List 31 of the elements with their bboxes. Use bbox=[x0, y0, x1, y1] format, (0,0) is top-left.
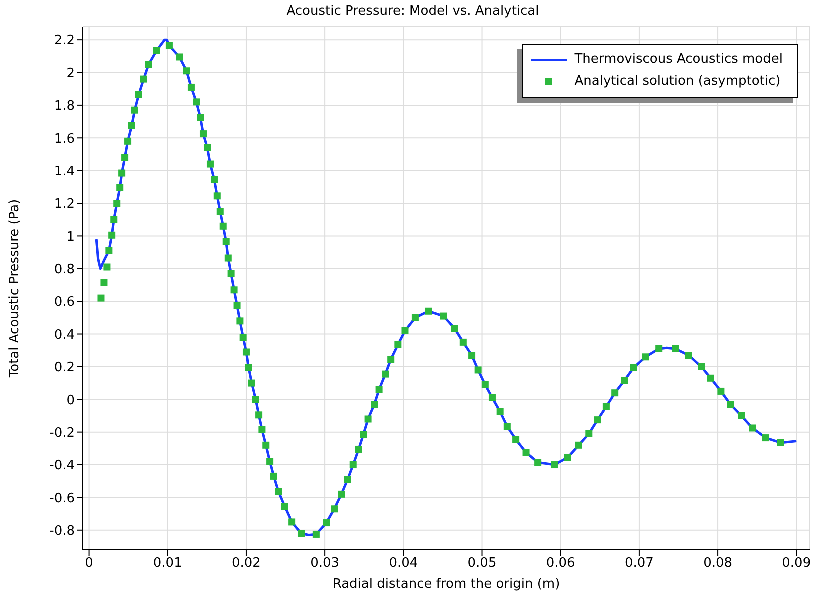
legend-label: Thermoviscous Acoustics model bbox=[574, 51, 783, 69]
x-tick-label: 0.04 bbox=[389, 556, 418, 572]
x-tick-label: 0.06 bbox=[546, 556, 576, 572]
y-tick-label: -0.4 bbox=[50, 458, 75, 474]
x-tick-label: 0.07 bbox=[624, 556, 654, 572]
x-tick-label: 0.08 bbox=[704, 556, 733, 572]
x-tick-label: 0.03 bbox=[310, 556, 340, 572]
y-tick-label: -0.2 bbox=[50, 426, 75, 441]
y-tick-label: 2 bbox=[66, 66, 75, 82]
y-tick-label: 1 bbox=[66, 230, 75, 245]
x-tick-label: 0.02 bbox=[232, 556, 261, 572]
y-tick-label: 0 bbox=[66, 393, 75, 408]
x-tick-label: 0 bbox=[85, 556, 94, 572]
y-tick-label: 0.2 bbox=[54, 360, 75, 376]
legend-label: Analytical solution (asymptotic) bbox=[574, 73, 781, 91]
y-tick-label: 1.6 bbox=[54, 132, 75, 147]
y-tick-label: 1.4 bbox=[54, 164, 75, 180]
x-tick-label: 0.01 bbox=[153, 556, 182, 572]
chart-title: Acoustic Pressure: Model vs. Analytical bbox=[286, 4, 540, 19]
y-tick-label: 0.8 bbox=[54, 262, 75, 278]
y-tick-label: 0.6 bbox=[54, 295, 75, 310]
y-tick-label: 1.2 bbox=[54, 197, 75, 212]
x-tick-label: 0.05 bbox=[468, 556, 497, 572]
y-axis-title: Total Acoustic Pressure (Pa) bbox=[8, 199, 23, 379]
y-tick-label: 0.4 bbox=[54, 328, 75, 343]
y-tick-label: -0.8 bbox=[50, 524, 75, 540]
y-tick-label: -0.6 bbox=[50, 491, 75, 506]
y-tick-label: 1.8 bbox=[54, 99, 75, 114]
x-axis-title: Radial distance from the origin (m) bbox=[332, 577, 560, 592]
x-tick-label: 0.09 bbox=[782, 556, 812, 572]
y-tick-label: 2.2 bbox=[54, 34, 75, 49]
